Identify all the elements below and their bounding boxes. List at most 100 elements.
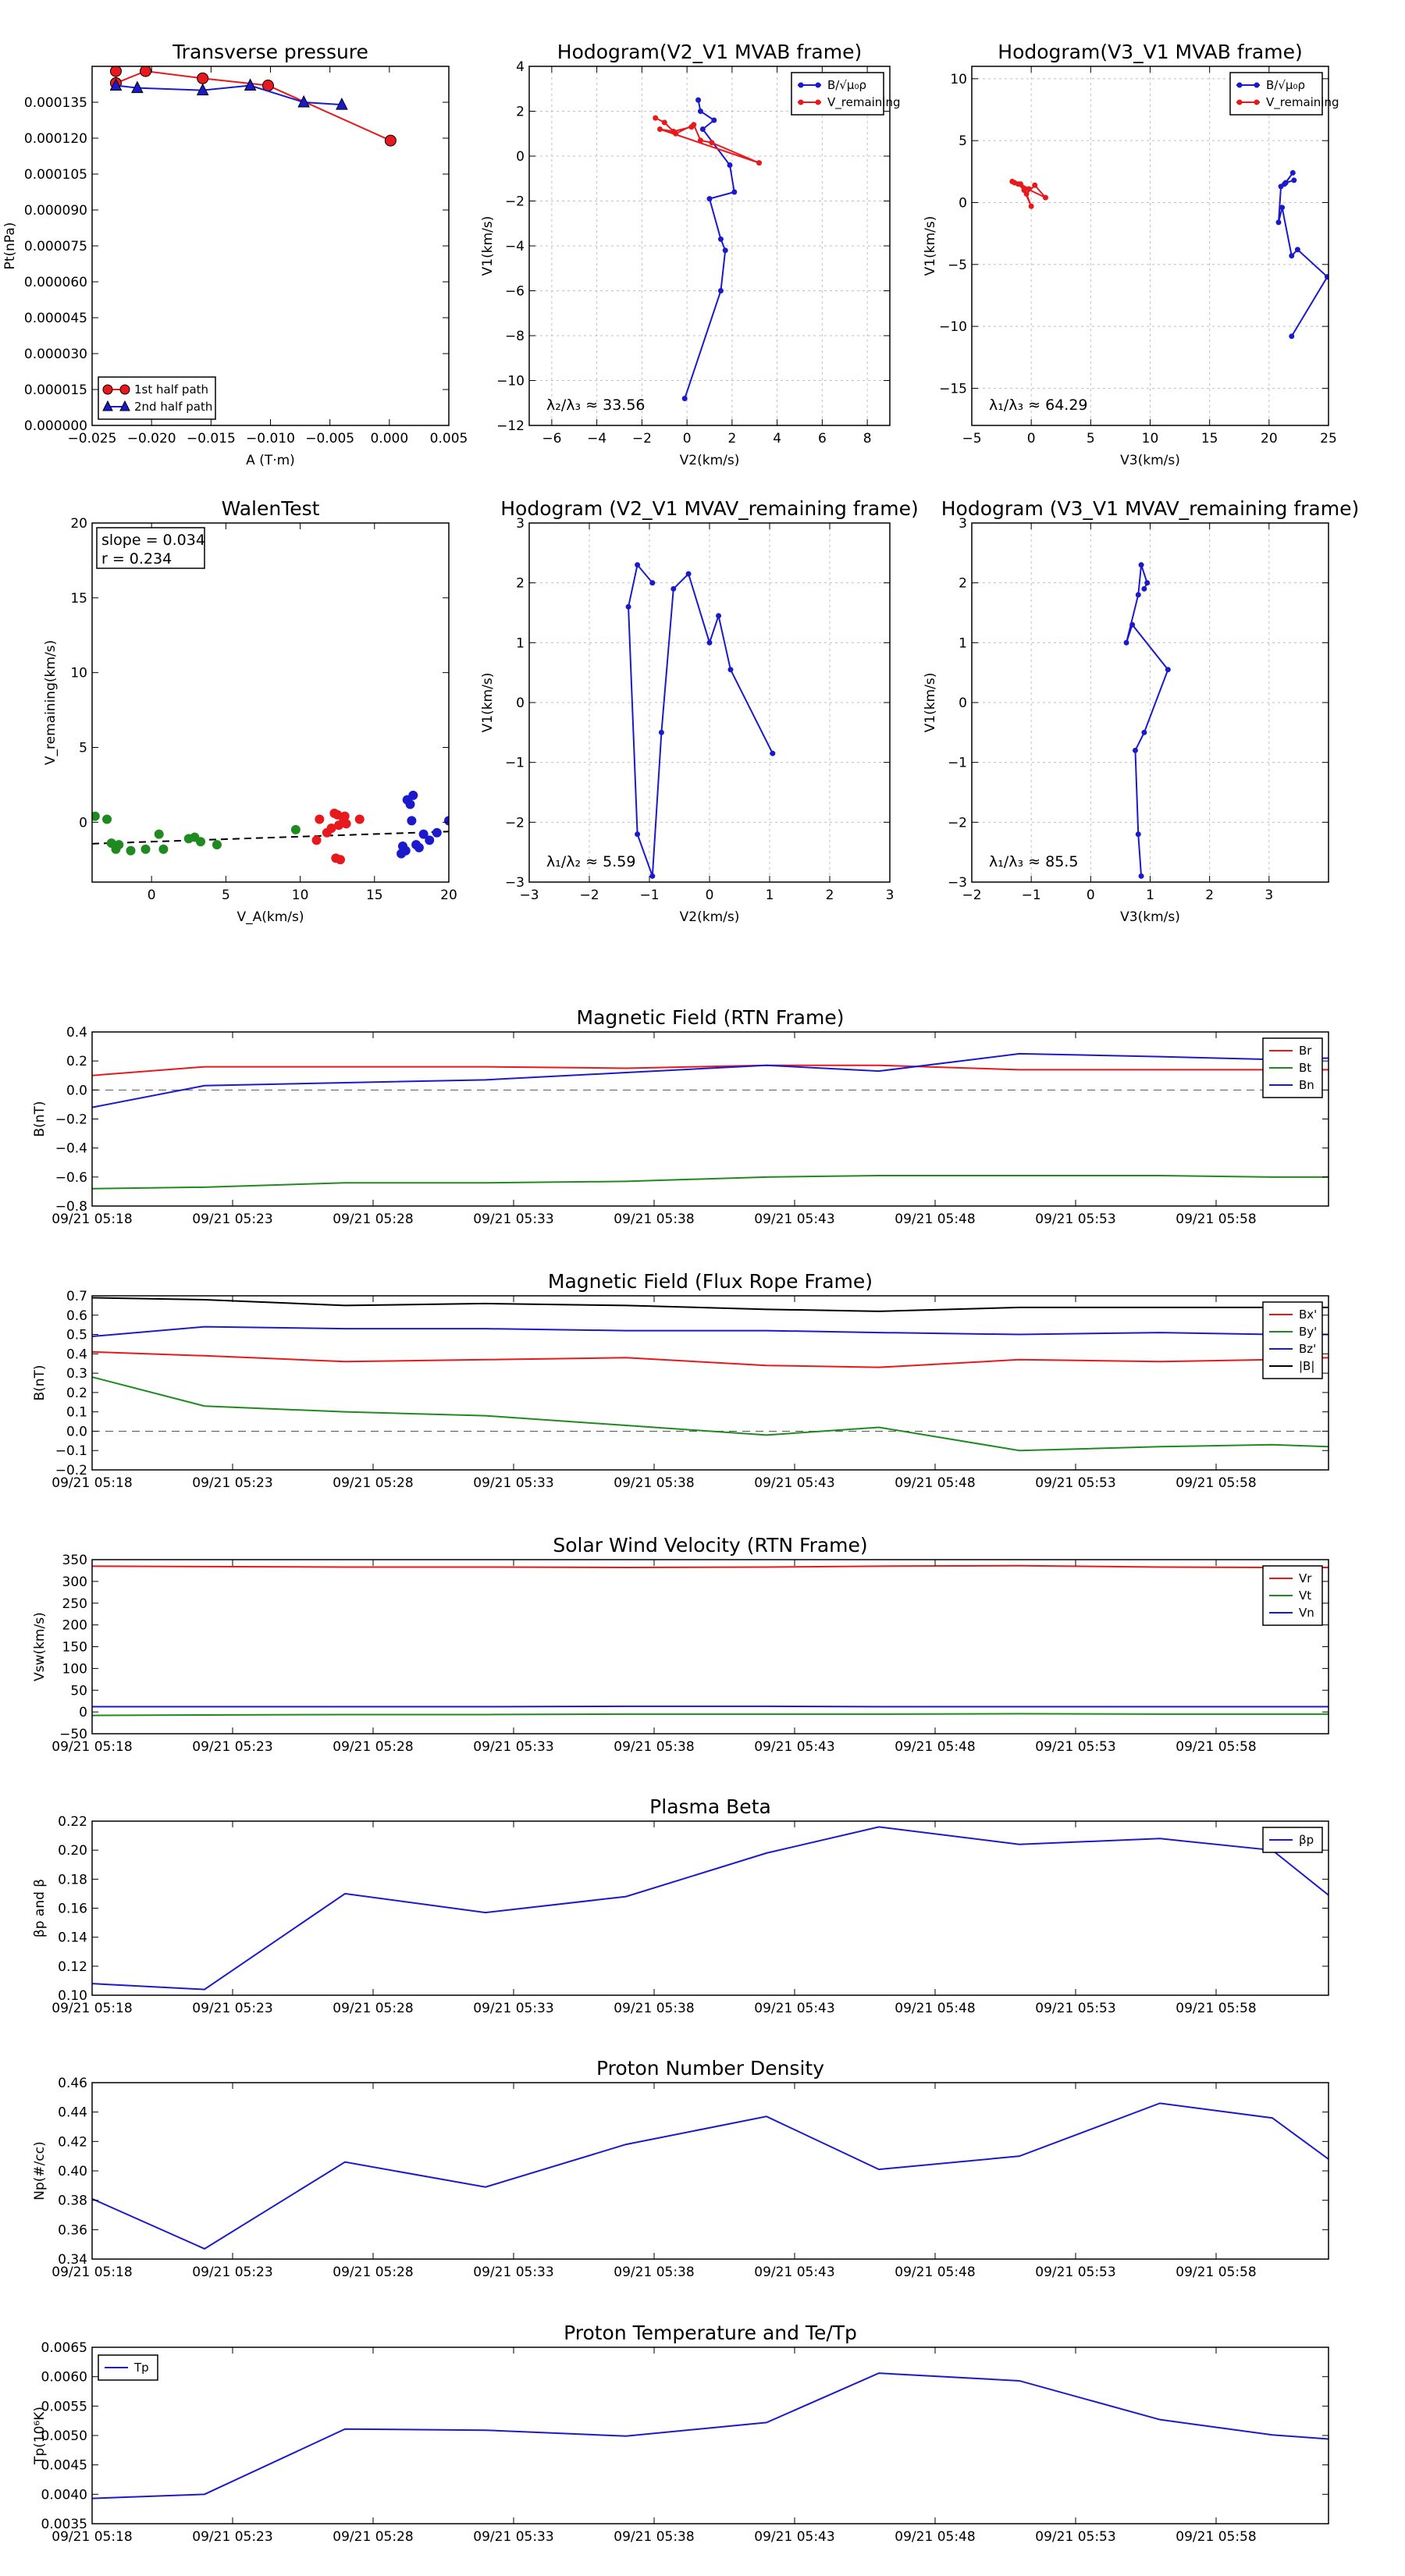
- point: [1275, 219, 1282, 226]
- y-tick-label: −8: [505, 329, 525, 344]
- point: [1324, 274, 1329, 280]
- y-tick-label: 0.12: [58, 1959, 87, 1975]
- legend-marker: [815, 99, 821, 105]
- legend-label: B/√μ₀ρ: [1266, 78, 1305, 92]
- annotation: λ₁/λ₃ ≈ 64.29: [989, 397, 1088, 414]
- point: [1123, 639, 1129, 646]
- x-tick-label: 0: [148, 888, 156, 903]
- y-tick-label: 10: [70, 666, 87, 681]
- point: [711, 117, 717, 123]
- y-tick-label: 3: [516, 516, 525, 532]
- y-tick-label: 0: [79, 815, 87, 831]
- y-tick-label: 250: [62, 1596, 87, 1612]
- y-axis-label: V1(km/s): [923, 673, 938, 733]
- series-2-line: [92, 1325, 1329, 1338]
- x-tick-label: 09/21 05:48: [895, 2001, 975, 2016]
- y-axis-label: V_remaining(km/s): [43, 640, 59, 765]
- y-tick-label: −12: [496, 418, 525, 434]
- series-0-line: [1278, 172, 1329, 337]
- x-tick-label: 09/21 05:28: [333, 1212, 413, 1227]
- chart-title: Transverse pressure: [172, 41, 368, 63]
- point: [109, 66, 122, 77]
- x-tick-label: −4: [587, 431, 606, 447]
- y-tick-label: 15: [70, 591, 87, 607]
- point: [154, 829, 164, 839]
- point: [131, 80, 144, 94]
- point: [334, 820, 344, 831]
- y-tick-label: 0.16: [58, 1902, 87, 1917]
- x-tick-label: −0.020: [127, 431, 176, 447]
- x-tick-label: −5: [962, 431, 981, 447]
- x-tick-label: 09/21 05:33: [473, 1212, 553, 1227]
- y-tick-label: −4: [505, 239, 525, 254]
- y-tick-label: 0.7: [66, 1289, 87, 1304]
- y-tick-label: 200: [62, 1618, 87, 1634]
- x-tick-label: 09/21 05:53: [1035, 2265, 1115, 2280]
- x-tick-label: 09/21 05:28: [333, 2265, 413, 2280]
- y-tick-label: 0: [516, 149, 525, 165]
- series-0-line: [92, 1826, 1329, 1991]
- x-tick-label: 09/21 05:38: [614, 1475, 694, 1491]
- legend-marker: [815, 82, 821, 88]
- y-tick-label: 0.000000: [24, 418, 87, 434]
- legend-label: |B|: [1299, 1359, 1314, 1373]
- x-axis-label: V3(km/s): [1120, 453, 1180, 468]
- point: [212, 840, 222, 850]
- legend-label: Vn: [1299, 1606, 1314, 1620]
- legend-label: Bn: [1299, 1078, 1314, 1092]
- data-layer: [1123, 562, 1171, 879]
- point: [722, 247, 728, 254]
- y-tick-label: 0.44: [58, 2105, 87, 2121]
- chart-title: Plasma Beta: [649, 1795, 771, 1818]
- legend-marker: [1254, 82, 1260, 88]
- point: [109, 78, 123, 91]
- series-2-line: [92, 1052, 1329, 1108]
- point: [196, 83, 209, 96]
- point: [400, 845, 411, 856]
- x-tick-label: 09/21 05:38: [614, 2265, 694, 2280]
- x-tick-label: 09/21 05:38: [614, 1739, 694, 1755]
- annotation: λ₁/λ₂ ≈ 5.59: [546, 853, 635, 870]
- y-tick-label: 0.0060: [41, 2370, 87, 2386]
- point: [1279, 205, 1286, 211]
- point: [670, 128, 677, 134]
- x-tick-label: −1: [639, 888, 659, 903]
- point: [731, 189, 738, 195]
- point: [658, 729, 664, 735]
- y-tick-label: 300: [62, 1574, 87, 1590]
- annotation-line: r = 0.234: [101, 550, 172, 568]
- series-3-line: [92, 1297, 1329, 1312]
- point: [425, 835, 435, 845]
- point: [1042, 194, 1048, 201]
- x-tick-label: 2: [727, 431, 736, 447]
- x-tick-label: 09/21 05:33: [473, 2001, 553, 2016]
- y-tick-label: 0.40: [58, 2164, 87, 2179]
- point: [1138, 562, 1144, 568]
- y-tick-label: 0.000030: [24, 347, 87, 362]
- x-tick-label: 4: [773, 431, 781, 447]
- legend-box: [791, 72, 884, 116]
- y-tick-label: 0.2: [66, 1386, 87, 1401]
- point: [341, 819, 351, 829]
- data-layer: [92, 2102, 1329, 2250]
- y-tick-label: 50: [70, 1683, 87, 1699]
- axes-frame: [91, 1295, 1329, 1471]
- y-tick-label: −0.2: [55, 1112, 87, 1128]
- x-tick-label: −6: [542, 431, 561, 447]
- x-axis-label: V2(km/s): [680, 453, 740, 468]
- series-0-line: [92, 1064, 1329, 1076]
- y-tick-label: −0.4: [55, 1141, 87, 1157]
- point: [717, 236, 724, 242]
- x-tick-label: 09/21 05:28: [333, 2529, 413, 2545]
- x-tick-label: 09/21 05:38: [614, 1212, 694, 1227]
- y-tick-label: 10: [950, 72, 967, 87]
- legend-label: Tp: [133, 2361, 149, 2375]
- point: [699, 126, 706, 132]
- y-tick-label: −2: [505, 194, 525, 210]
- legend-label: βp: [1299, 1833, 1314, 1847]
- point: [1165, 667, 1171, 673]
- x-tick-label: 09/21 05:43: [754, 2001, 834, 2016]
- y-tick-label: −5: [948, 258, 967, 273]
- y-tick-label: 0.42: [58, 2134, 87, 2150]
- x-tick-label: 09/21 05:23: [192, 2529, 272, 2545]
